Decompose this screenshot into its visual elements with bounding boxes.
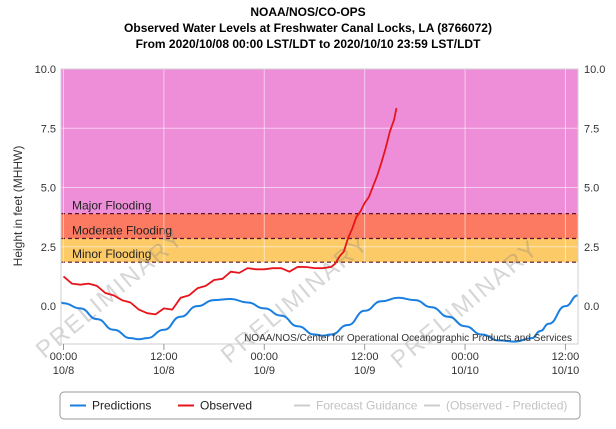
flood-band-label-0: Minor Flooding [72, 247, 151, 261]
y-tick-label-left: 0.0 [41, 301, 56, 313]
flood-band-1 [61, 213, 578, 239]
y-tick-label-left: 10.0 [35, 64, 56, 76]
flood-band-0 [61, 238, 578, 263]
y-tick-label-left: 2.5 [41, 242, 56, 254]
legend-label-3: (Observed - Predicted) [446, 399, 567, 413]
y-tick-label-right: 7.5 [584, 123, 599, 135]
chart-title-line-2: Observed Water Levels at Freshwater Cana… [124, 21, 492, 35]
x-tick-time: 00:00 [251, 351, 279, 363]
series-lines [60, 107, 579, 343]
y-tick-label-left: 7.5 [41, 123, 56, 135]
x-tick-date: 10/8 [153, 365, 174, 377]
x-tick-date: 10/10 [552, 365, 580, 377]
chart-title-line-1: NOAA/NOS/CO-OPS [250, 5, 365, 19]
x-tick-time: 12:00 [150, 351, 178, 363]
y-tick-label-right: 5.0 [584, 183, 599, 195]
x-tick-date: 10/9 [254, 365, 275, 377]
y-tick-label-right: 2.5 [584, 242, 599, 254]
x-tick-time: 12:00 [351, 351, 379, 363]
axes: 0.0 0.0 2.5 2.5 5.0 5.0 7.5 7.5 10.0 10.0 00:00 10/… [35, 64, 606, 377]
y-tick-label-right: 0.0 [584, 301, 599, 313]
legend-frame [59, 391, 581, 420]
credit-text: NOAA/NOS/Center for Operational Oceanogr… [244, 333, 572, 344]
legend: Predictions Observed Forecast Guidance (Obs… [59, 391, 581, 420]
chart-title-line-3: From 2020/10/08 00:00 LST/LDT to 2020/10… [136, 37, 481, 51]
legend-label-2: Forecast Guidance [316, 399, 418, 413]
series-observed-line [62, 107, 398, 316]
flood-band-label-1: Moderate Flooding [72, 224, 172, 238]
x-tick-date: 10/9 [354, 365, 375, 377]
y-tick-label-right: 10.0 [584, 64, 605, 76]
series-predictions-line [60, 294, 579, 343]
x-tick-time: 00:00 [50, 351, 78, 363]
flood-band-label-2: Major Flooding [72, 199, 151, 213]
x-tick-date: 10/8 [53, 365, 74, 377]
legend-label-0: Predictions [92, 399, 151, 413]
legend-label-1: Observed [200, 399, 252, 413]
y-axis-label: Height in feet (MHHW) [11, 146, 25, 267]
plot-frame [60, 68, 579, 345]
flood-bands: Minor Flooding Moderate Flooding Major Flo… [61, 69, 578, 263]
x-tick-date: 10/10 [451, 365, 479, 377]
flood-band-2 [61, 69, 578, 214]
x-tick-time: 12:00 [552, 351, 580, 363]
x-tick-time: 00:00 [451, 351, 479, 363]
y-tick-label-left: 5.0 [41, 183, 56, 195]
